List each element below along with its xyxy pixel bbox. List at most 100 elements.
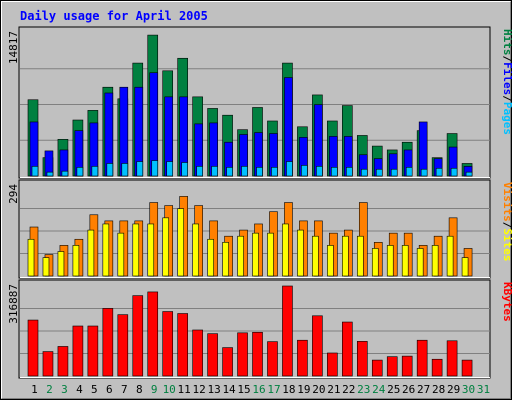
bar-kbytes-26	[401, 355, 413, 377]
bar-pages-8	[136, 161, 144, 177]
bar-kbytes-14	[222, 347, 233, 377]
bar-sites-13	[207, 238, 214, 277]
bar-kbytes-23	[356, 341, 368, 377]
bar-kbytes-5	[87, 325, 99, 377]
legend-separator: /	[501, 222, 512, 229]
x-tick-label: 12	[193, 383, 206, 396]
legend-visits: Visits	[501, 182, 512, 222]
x-tick-label: 6	[106, 383, 113, 396]
x-tick-label: 29	[447, 383, 460, 396]
bar-pages-1	[31, 166, 39, 177]
x-tick-label: 1	[31, 383, 38, 396]
bar-pages-24	[375, 168, 383, 177]
x-tick-label: 7	[121, 383, 128, 396]
bar-kbytes-24	[371, 359, 383, 377]
bar-files-27	[418, 121, 428, 177]
x-tick-label: 18	[282, 383, 295, 396]
chart-panels: 14817Hits/Files/Pages294Visits/Sites3168…	[7, 26, 512, 379]
bar-sites-28	[431, 245, 439, 277]
bar-sites-12	[192, 223, 199, 277]
bar-pages-26	[405, 167, 413, 177]
bar-sites-3	[57, 251, 65, 277]
bar-kbytes-25	[386, 356, 398, 377]
panel-max-label: 294	[7, 184, 20, 204]
panel-max-label: 14817	[7, 31, 20, 64]
bar-kbytes-20	[312, 315, 323, 377]
legend-sites: Sites	[501, 228, 512, 261]
bar-pages-9	[151, 160, 159, 177]
bar-kbytes-7	[117, 314, 129, 377]
bar-pages-18	[286, 161, 293, 177]
x-tick-label: 26	[402, 383, 415, 396]
bar-sites-1	[27, 238, 35, 277]
bar-pages-15	[241, 166, 248, 177]
bar-sites-22	[342, 235, 349, 277]
bar-kbytes-11	[177, 313, 188, 377]
legend-kbytes: KBytes	[501, 282, 512, 322]
x-tick-label: 4	[76, 383, 83, 396]
bar-sites-19	[297, 229, 304, 277]
bar-pages-27	[420, 168, 428, 177]
bar-sites-5	[87, 229, 95, 277]
bar-pages-11	[181, 162, 188, 177]
x-tick-label: 16	[252, 383, 265, 396]
bar-sites-29	[446, 235, 454, 277]
bar-kbytes-15	[237, 332, 248, 377]
x-tick-label: 17	[267, 383, 280, 396]
bar-kbytes-27	[416, 339, 428, 377]
bar-pages-19	[301, 165, 308, 177]
legend-hits: Hits	[501, 29, 512, 56]
bar-pages-29	[450, 167, 458, 177]
x-tick-label: 20	[312, 383, 325, 396]
bar-pages-22	[346, 167, 353, 177]
chart-title: Daily usage for April 2005	[20, 9, 208, 23]
bar-sites-4	[72, 245, 80, 277]
bar-pages-10	[166, 161, 174, 177]
bar-kbytes-22	[342, 321, 353, 377]
x-tick-label: 25	[387, 383, 400, 396]
bar-kbytes-16	[252, 331, 263, 377]
x-tick-label: 13	[207, 383, 220, 396]
bar-pages-7	[121, 163, 129, 177]
bar-kbytes-9	[147, 291, 159, 377]
bar-pages-30	[465, 171, 473, 177]
x-tick-label: 10	[163, 383, 176, 396]
bar-pages-6	[106, 163, 114, 177]
panel-visitors: 294 Visits/Sites	[7, 179, 512, 279]
x-tick-label: 19	[297, 383, 310, 396]
x-tick-label: 11	[178, 383, 191, 396]
bar-sites-2	[42, 257, 50, 277]
bar-sites-18	[282, 223, 289, 277]
bar-kbytes-17	[267, 341, 278, 377]
legend-files: Files	[501, 62, 512, 95]
bar-files-20	[314, 104, 323, 177]
x-tick-label: 21	[327, 383, 340, 396]
x-tick-label: 31	[477, 383, 490, 396]
x-tick-label: 3	[61, 383, 68, 396]
bar-sites-8	[132, 223, 140, 277]
bar-sites-6	[102, 223, 110, 277]
x-tick-label: 8	[136, 383, 143, 396]
bar-sites-30	[461, 257, 469, 277]
bar-pages-23	[360, 168, 368, 177]
bar-sites-11	[177, 208, 184, 277]
x-tick-label: 14	[222, 383, 236, 396]
bar-pages-5	[91, 166, 99, 177]
bar-kbytes-30	[461, 359, 473, 377]
bar-kbytes-6	[102, 308, 114, 377]
bar-kbytes-10	[162, 311, 174, 377]
x-tick-label: 2	[46, 383, 53, 396]
bar-sites-25	[386, 245, 394, 277]
bar-kbytes-1	[27, 319, 39, 377]
bar-kbytes-21	[327, 352, 338, 377]
bar-sites-24	[371, 248, 379, 277]
bar-pages-17	[271, 167, 278, 177]
bar-sites-21	[327, 245, 334, 277]
panel-max-label: 316887	[7, 284, 20, 324]
bar-kbytes-28	[431, 358, 443, 377]
bar-sites-26	[401, 245, 409, 277]
bar-kbytes-3	[57, 346, 69, 377]
bar-pages-13	[211, 166, 218, 177]
legend-pages: Pages	[501, 102, 512, 135]
